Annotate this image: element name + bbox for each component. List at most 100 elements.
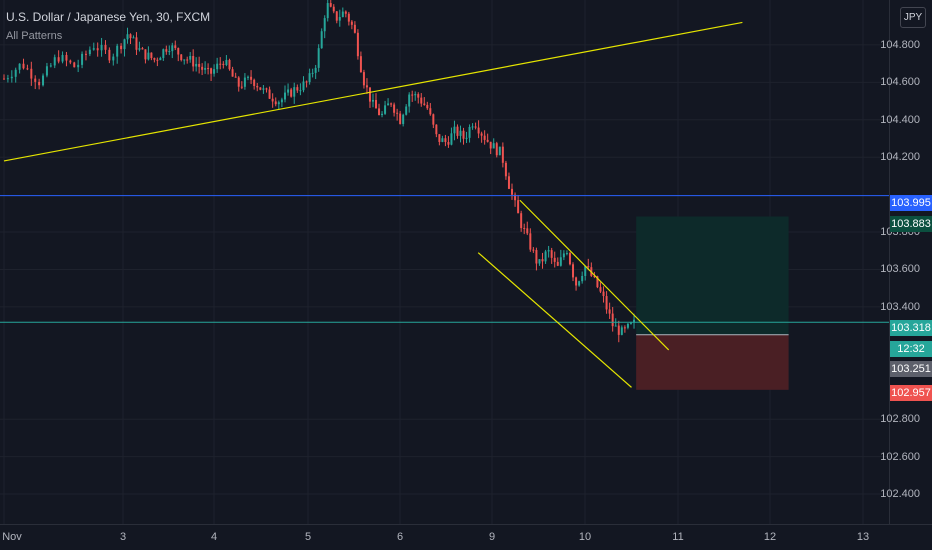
candle-body [468,126,471,138]
candle-body [174,45,177,49]
candle-body [538,259,541,264]
price-label-badge: 103.251 [890,361,932,377]
candle-body [326,3,329,19]
candle-body [231,69,234,77]
candle-body [177,48,180,55]
candle-body [420,97,423,104]
candle-body [390,103,393,105]
price-axis-separator [889,0,890,524]
candle-body [378,108,381,116]
candle-body [444,138,447,143]
candle-body [126,34,129,40]
candle-body [150,52,153,59]
candle-body [283,92,286,100]
candle-body [259,87,262,90]
candle-body [462,130,465,139]
time-tick-label: 13 [856,531,870,543]
candle-body [195,63,198,67]
candle-body [132,37,135,39]
candle-body [183,59,186,61]
candle-body [593,275,596,277]
candle-body [138,48,141,50]
candle-body [168,51,171,53]
candle-body [180,54,183,61]
symbol-title[interactable]: U.S. Dollar / Japanese Yen, 30, FXCM [6,10,211,24]
candle-body [626,323,629,328]
candle-body [596,276,599,288]
price-tick-label: 104.200 [880,151,920,164]
candle-body [581,275,584,282]
candle-body [219,63,222,65]
candle-body [81,53,84,65]
candle-body [69,60,72,63]
candle-body [572,264,575,278]
candle-body [53,57,56,66]
candle-body [375,99,378,109]
candle-body [402,114,405,124]
candle-body [453,126,456,134]
candle-body [520,213,523,229]
candle-body [135,37,138,50]
candle-body [411,94,414,96]
candle-body [287,89,290,93]
candle-body [22,63,25,69]
candle-body [198,63,201,67]
candle-body [262,88,265,90]
candle-body [553,257,556,262]
indicator-label[interactable]: All Patterns [6,30,63,42]
candle-body [417,94,420,98]
candle-body [465,137,468,139]
candle-body [88,49,91,55]
trendline [519,199,670,351]
candle-body [526,228,529,234]
candle-body [73,62,76,68]
candle-body [222,63,225,65]
candle-body [559,257,562,266]
candle-body [556,261,559,266]
candle-body [228,59,231,70]
price-label-badge: 102.957 [890,385,932,401]
candle-body [456,126,459,136]
price-tick-label: 102.600 [880,450,920,463]
candle-body [529,233,532,250]
candle-body [45,66,48,76]
candle-body [256,85,259,88]
position-target-zone [636,216,789,335]
candle-body [77,64,80,68]
candle-body [92,48,95,50]
candle-body [268,89,271,99]
price-tick-label: 104.600 [880,76,920,89]
candlestick-series [3,0,636,343]
currency-button[interactable]: JPY [900,7,926,28]
candle-body [423,103,426,105]
candle-body [368,87,371,102]
candle-body [253,79,256,86]
candle-body [271,98,274,102]
candle-body [623,327,626,329]
candle-body [129,34,132,39]
candle-body [30,68,33,79]
candle-body [123,39,126,50]
candle-body [49,65,52,67]
price-label-badge: 12:32 [890,341,932,357]
candle-body [405,106,408,115]
candle-body [323,18,326,32]
candle-body [575,277,578,286]
candle-body [10,76,13,79]
candle-body [489,141,492,149]
candle-body [201,66,204,70]
candle-body [153,58,156,60]
candle-body [120,45,123,50]
candle-body [240,86,243,88]
candle-body [192,55,195,67]
candle-body [320,31,323,49]
candle-body [408,94,411,107]
candle-body [535,250,538,264]
candle-body [356,32,359,57]
candle-body [426,104,429,109]
candle-body [237,77,240,87]
candle-body [550,250,553,258]
candle-body [480,133,483,136]
candle-body [507,176,510,189]
